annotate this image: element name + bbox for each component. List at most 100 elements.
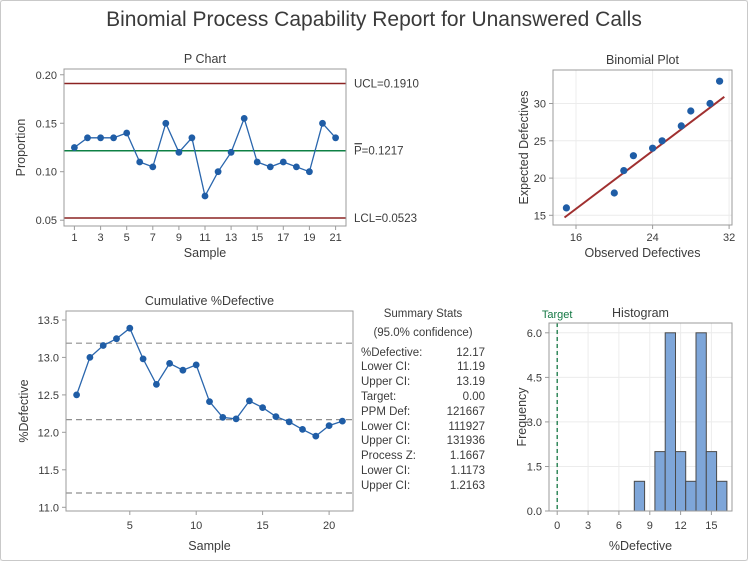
y-axis: 0.05 0.10 0.15 0.20 (36, 70, 64, 227)
report-title: Binomial Process Capability Report for U… (106, 8, 642, 31)
svg-text:16: 16 (570, 232, 582, 244)
svg-text:3: 3 (98, 232, 104, 244)
summary-row-value: 111927 (448, 420, 485, 433)
svg-text:11.0: 11.0 (38, 502, 59, 514)
svg-text:15: 15 (256, 520, 268, 532)
summary-row: Lower CI: 11.19 (361, 360, 485, 375)
gridlines (553, 70, 732, 225)
histogram-chart: Target 0 3 6 9 12 15 0.0 1.5 3.0 4.5 6.0 Histogram %D… (515, 306, 733, 553)
svg-text:6.0: 6.0 (527, 328, 542, 340)
svg-text:1: 1 (71, 232, 77, 244)
svg-text:1.5: 1.5 (527, 462, 542, 474)
svg-text:15: 15 (534, 210, 546, 222)
summary-row: Target: 0.00 (361, 390, 485, 405)
summary-stats-title: Summary Stats (383, 308, 463, 320)
summary-row-label: Target: (361, 390, 397, 403)
svg-text:21: 21 (329, 232, 341, 244)
summary-row-label: Upper CI: (361, 376, 411, 389)
summary-row-value: 12.17 (456, 346, 485, 359)
svg-text:30: 30 (534, 99, 546, 111)
y-axis: 0.0 1.5 3.0 4.5 6.0 (527, 328, 549, 518)
chart-title: P Chart (184, 52, 227, 66)
svg-text:0.20: 0.20 (36, 70, 57, 82)
data-points (562, 77, 724, 212)
x-axis-label: Observed Defectives (584, 246, 700, 260)
y-axis-label: Expected Defectives (517, 91, 531, 205)
svg-text:4.5: 4.5 (527, 372, 542, 384)
svg-text:15: 15 (251, 232, 263, 244)
summary-row-value: 1.1667 (449, 450, 485, 463)
plot-border (63, 68, 347, 227)
svg-text:15: 15 (705, 520, 717, 532)
data-points (73, 324, 346, 440)
summary-row-value: 1.2163 (449, 479, 485, 492)
summary-row: Upper CI: 13.19 (361, 375, 485, 390)
chart-title: Binomial Plot (606, 53, 679, 67)
summary-row-label: Lower CI: (361, 361, 411, 374)
y-axis-label: Frequency (515, 387, 529, 447)
summary-stats-confidence: (95.0% confidence) (373, 326, 473, 339)
svg-text:6: 6 (616, 520, 622, 532)
chart-title: Cumulative %Defective (145, 294, 274, 308)
y-axis-label: Proportion (14, 119, 28, 177)
summary-row-value: 13.19 (456, 376, 485, 389)
center-line-label: P=0.1217 (354, 146, 404, 158)
svg-text:13.5: 13.5 (38, 315, 59, 327)
svg-text:13.0: 13.0 (38, 352, 59, 364)
svg-text:9: 9 (647, 520, 653, 532)
y-axis: 11.0 11.5 12.0 12.5 13.0 13.5 (38, 315, 66, 514)
plot-border (552, 69, 733, 226)
svg-text:0.10: 0.10 (36, 167, 57, 179)
svg-text:12.5: 12.5 (38, 390, 59, 402)
data-line (74, 116, 337, 198)
x-axis-label: Sample (188, 539, 230, 553)
svg-text:13: 13 (225, 232, 237, 244)
summary-row-value: 11.19 (457, 361, 485, 374)
svg-text:0: 0 (554, 520, 560, 532)
summary-row-label: Upper CI: (361, 435, 411, 448)
x-axis: 1 3 5 7 9 11 13 15 17 19 21 (71, 226, 342, 244)
svg-text:12: 12 (674, 520, 686, 532)
svg-text:32: 32 (723, 232, 735, 244)
svg-text:5: 5 (127, 520, 133, 532)
svg-text:19: 19 (303, 232, 315, 244)
summary-row-label: Process Z: (361, 450, 416, 463)
summary-stats-rows: %Defective: 12.17 Lower CI: 11.19 Upper CI: 1… (361, 346, 485, 494)
summary-row: Lower CI: 111927 (361, 420, 485, 435)
y-axis: 15 20 25 30 (534, 99, 553, 222)
ucl-line-label: UCL=0.1910 (354, 79, 419, 91)
svg-text:20: 20 (534, 173, 546, 185)
data-points (71, 115, 339, 200)
summary-row-label: Lower CI: (361, 464, 411, 477)
x-axis: 0 3 6 9 12 15 (554, 511, 718, 532)
summary-row: Upper CI: 131936 (361, 434, 485, 449)
svg-text:0.05: 0.05 (36, 215, 57, 227)
cumulative-defective-chart: 5 10 15 20 11.0 11.5 12.0 12.5 13.0 13.5 Cumulativ… (17, 294, 354, 553)
svg-text:11: 11 (199, 232, 210, 244)
summary-row: Upper CI: 1.2163 (361, 479, 485, 494)
lcl-line-label: LCL=0.0523 (354, 213, 417, 225)
svg-text:12.0: 12.0 (38, 427, 59, 439)
summary-stats-panel: Summary Stats (95.0% confidence) %Defect… (361, 307, 485, 494)
svg-text:24: 24 (646, 232, 658, 244)
svg-text:3.0: 3.0 (527, 417, 542, 429)
plot-border (548, 322, 733, 512)
svg-text:3: 3 (585, 520, 591, 532)
svg-text:11.5: 11.5 (38, 465, 59, 477)
summary-row: PPM Def: 121667 (361, 405, 485, 420)
chart-title: Histogram (612, 306, 669, 320)
svg-text:20: 20 (323, 520, 335, 532)
x-axis-label: %Defective (609, 539, 672, 553)
summary-row: Process Z: 1.1667 (361, 449, 485, 464)
svg-text:9: 9 (176, 232, 182, 244)
plot-border (65, 310, 354, 512)
fit-line (563, 96, 725, 219)
x-axis-label: Sample (184, 246, 226, 260)
svg-text:7: 7 (150, 232, 156, 244)
binomial-plot: 16 24 32 15 20 25 30 Binomial Plot Observed Defe… (517, 53, 735, 260)
summary-row: %Defective: 12.17 (361, 346, 485, 361)
summary-row-label: Upper CI: (361, 479, 411, 492)
summary-row-value: 1.1173 (450, 464, 485, 477)
